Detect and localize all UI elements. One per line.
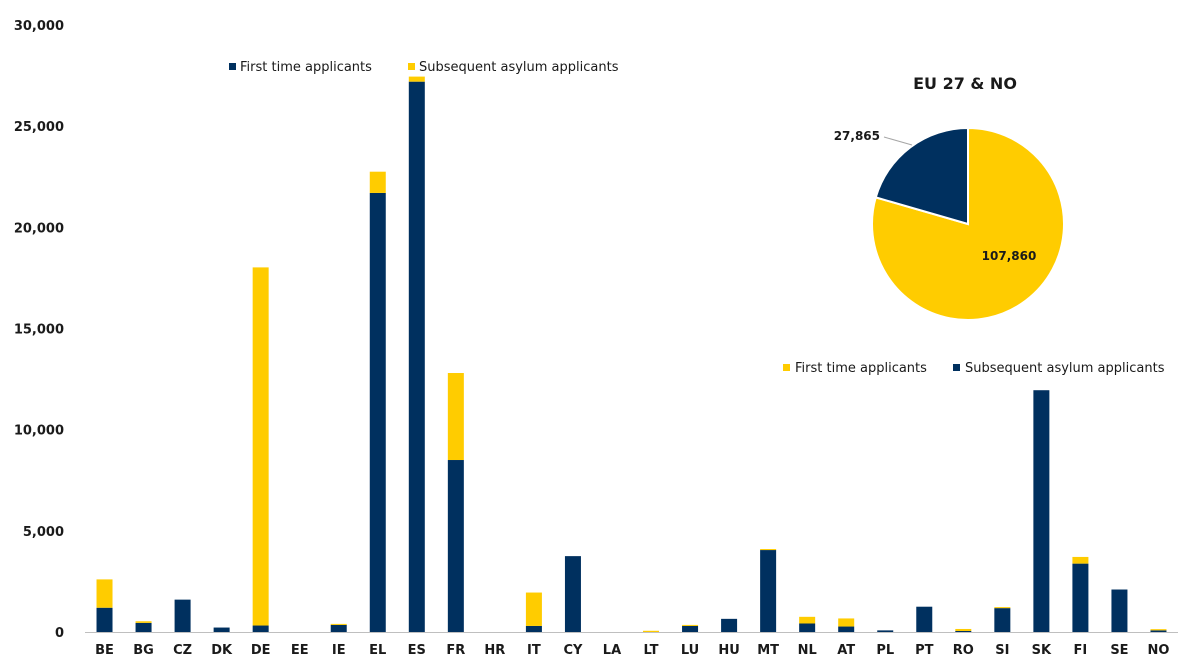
x-tick-label: ES [408,643,426,658]
x-tick-label: LU [681,643,699,658]
x-tick-label: SK [1032,643,1052,658]
bar-segment-bg-first-time [135,622,152,632]
bar-segment-ie-first-time [330,624,347,632]
x-tick-label: PL [876,643,894,658]
x-tick-label: SI [995,643,1009,658]
x-tick-label: CY [563,643,583,658]
bar-segment-lu-subsequent [682,624,699,626]
bar-segment-nl-first-time [799,623,816,632]
y-tick-label: 25,000 [14,120,64,135]
y-tick-label: 20,000 [14,221,64,236]
bar-segment-es-subsequent [408,76,425,82]
bar-segment-si-first-time [994,608,1011,632]
bar-segment-mt-first-time [760,550,777,632]
bar-segment-ro-subsequent [955,628,972,631]
x-tick-label: BE [95,643,114,658]
bar-segment-mt-subsequent [760,549,777,551]
bar-segment-el-first-time [369,192,386,633]
bar-segment-pt-first-time [916,606,933,632]
x-tick-label: IT [527,643,541,658]
y-tick-label: 15,000 [14,323,64,338]
x-tick-label: LT [644,643,659,658]
y-tick-label: 30,000 [14,19,64,34]
bar-segment-de-first-time [252,625,269,632]
bar-segment-sk-first-time [1033,390,1050,632]
y-tick-label: 10,000 [14,424,64,439]
bar-segment-lt-subsequent [643,630,660,632]
x-tick-label: HU [718,643,739,658]
bar-segment-no-subsequent [1150,629,1167,631]
bar-segment-cz-first-time [174,599,191,632]
bar-segment-nl-subsequent [799,616,816,624]
bar-segment-fi-first-time [1072,563,1089,632]
x-tick-label: FR [446,643,465,658]
legend-label-first-time: First time applicants [240,60,372,75]
x-tick-label: RO [953,643,974,658]
x-tick-label: IE [332,643,346,658]
bar-segment-at-subsequent [838,618,855,627]
x-tick-label: AT [837,643,855,658]
bar-segment-be-subsequent [96,579,113,608]
bar-segment-it-first-time [525,625,542,632]
x-tick-label: SE [1110,643,1128,658]
x-tick-label: DK [211,643,233,658]
x-tick-label: DE [251,643,271,658]
bar-segment-pl-first-time [877,630,894,632]
bar-segment-si-subsequent [994,607,1011,609]
y-tick-label: 0 [55,626,64,641]
x-tick-label: CZ [173,643,192,658]
bar-segment-bg-subsequent [135,621,152,623]
bar-segment-it-subsequent [525,592,542,626]
bar-segment-de-subsequent [252,267,269,626]
x-tick-label: BG [133,643,154,658]
bar-segment-no-first-time [1150,630,1167,632]
bar-segment-lu-first-time [682,625,699,632]
x-tick-label: MT [757,643,779,658]
legend-label-subsequent: Subsequent asylum applicants [419,60,619,75]
bar-segment-el-subsequent [369,171,386,193]
bar-segment-dk-first-time [213,627,230,632]
x-tick-label: HR [484,643,505,658]
bar-segment-ro-first-time [955,630,972,632]
bar-segment-se-first-time [1111,589,1128,632]
x-tick-label: LA [603,643,621,658]
bar-segment-es-first-time [408,81,425,633]
x-tick-label: EL [369,643,386,658]
y-tick-label: 5,000 [23,525,64,540]
bar-segment-be-first-time [96,607,113,632]
x-tick-label: NO [1148,643,1170,658]
bar-segment-cy-first-time [564,556,581,632]
legend-swatch-first-time [229,63,236,70]
bar-segment-fr-first-time [447,460,464,632]
bar-segment-fi-subsequent [1072,556,1089,564]
x-tick-label: EE [291,643,309,658]
bar-segment-ie-subsequent [330,623,347,625]
bar-segment-hu-first-time [721,618,738,632]
x-tick-label: PT [915,643,934,658]
x-tick-label: FI [1074,643,1088,658]
bar-legend: First time applicants Subsequent asylum … [229,60,619,75]
legend-swatch-subsequent [408,63,415,70]
bar-segment-fr-subsequent [447,373,464,461]
bar-segment-at-first-time [838,626,855,632]
x-tick-label: NL [798,643,817,658]
